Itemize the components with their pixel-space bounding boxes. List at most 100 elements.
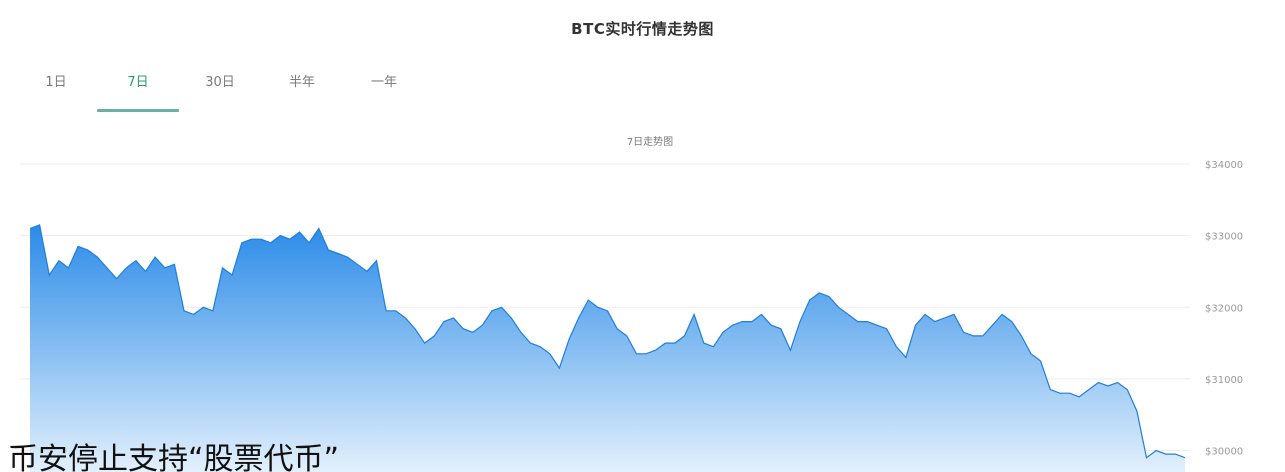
data-point bbox=[1127, 389, 1128, 390]
data-point bbox=[1156, 450, 1157, 451]
data-point bbox=[626, 335, 627, 336]
data-point bbox=[520, 332, 521, 333]
data-point bbox=[97, 257, 98, 258]
data-point bbox=[1146, 457, 1147, 458]
data-point bbox=[838, 307, 839, 308]
data-point bbox=[270, 242, 271, 243]
data-point bbox=[886, 328, 887, 329]
y-tick-label: $33000 bbox=[1205, 232, 1243, 243]
data-point bbox=[848, 314, 849, 315]
data-point bbox=[549, 353, 550, 354]
data-point bbox=[116, 278, 117, 279]
data-point bbox=[732, 325, 733, 326]
tab-1d[interactable]: 1日 bbox=[45, 75, 67, 90]
data-point bbox=[443, 321, 444, 322]
data-point bbox=[299, 231, 300, 232]
data-point bbox=[309, 242, 310, 243]
data-point bbox=[222, 267, 223, 268]
data-point bbox=[857, 321, 858, 322]
data-point bbox=[482, 325, 483, 326]
data-point bbox=[684, 335, 685, 336]
data-point bbox=[1002, 314, 1003, 315]
data-point bbox=[386, 310, 387, 311]
data-point bbox=[568, 339, 569, 340]
data-point bbox=[1165, 454, 1166, 455]
data-point bbox=[145, 271, 146, 272]
data-point bbox=[328, 249, 329, 250]
data-point bbox=[540, 346, 541, 347]
data-point bbox=[135, 260, 136, 261]
data-point bbox=[501, 307, 502, 308]
data-point bbox=[992, 325, 993, 326]
data-point bbox=[1088, 389, 1089, 390]
data-point bbox=[809, 300, 810, 301]
data-point bbox=[790, 350, 791, 351]
data-point bbox=[39, 224, 40, 225]
data-point bbox=[212, 310, 213, 311]
tab-half-year[interactable]: 半年 bbox=[288, 75, 315, 90]
tab-7d[interactable]: 7日 bbox=[97, 68, 179, 112]
data-point bbox=[771, 325, 772, 326]
data-point bbox=[106, 267, 107, 268]
y-axis-ticks: $34000 $33000 $32000 $31000 $30000 bbox=[1205, 160, 1243, 458]
data-point bbox=[722, 332, 723, 333]
data-point bbox=[1059, 393, 1060, 394]
y-tick-label: $31000 bbox=[1205, 375, 1243, 386]
data-point bbox=[424, 343, 425, 344]
data-point bbox=[174, 264, 175, 265]
data-point bbox=[925, 314, 926, 315]
price-area-fill bbox=[30, 224, 1185, 472]
data-point bbox=[193, 314, 194, 315]
data-point bbox=[645, 353, 646, 354]
data-point bbox=[1011, 321, 1012, 322]
data-point bbox=[915, 325, 916, 326]
period-tabs: 1日 7日 30日 半年 一年 bbox=[15, 68, 425, 114]
data-point bbox=[491, 310, 492, 311]
data-point bbox=[183, 310, 184, 311]
data-point bbox=[376, 260, 377, 261]
data-point bbox=[799, 321, 800, 322]
data-point bbox=[597, 307, 598, 308]
data-point bbox=[357, 264, 358, 265]
data-point bbox=[530, 343, 531, 344]
data-point bbox=[953, 314, 954, 315]
data-point bbox=[155, 257, 156, 258]
data-point bbox=[973, 335, 974, 336]
data-point bbox=[867, 321, 868, 322]
data-point bbox=[241, 242, 242, 243]
data-point bbox=[434, 335, 435, 336]
data-point bbox=[251, 239, 252, 240]
data-point bbox=[1107, 385, 1108, 386]
data-point bbox=[511, 317, 512, 318]
overlay-headline: 币安停止支持“股票代币” bbox=[8, 442, 340, 472]
data-point bbox=[395, 310, 396, 311]
data-point bbox=[1098, 382, 1099, 383]
data-point bbox=[819, 292, 820, 293]
data-point bbox=[405, 317, 406, 318]
data-point bbox=[1021, 335, 1022, 336]
data-point bbox=[828, 296, 829, 297]
data-point bbox=[934, 321, 935, 322]
data-point bbox=[260, 239, 261, 240]
tab-one-year[interactable]: 一年 bbox=[370, 75, 397, 90]
data-point bbox=[636, 353, 637, 354]
data-point bbox=[1175, 454, 1176, 455]
data-point bbox=[944, 317, 945, 318]
tab-30d[interactable]: 30日 bbox=[205, 75, 235, 90]
price-line bbox=[29, 224, 1186, 459]
data-point bbox=[694, 314, 695, 315]
data-point bbox=[751, 321, 752, 322]
data-point bbox=[1079, 396, 1080, 397]
data-point bbox=[366, 271, 367, 272]
data-point bbox=[963, 332, 964, 333]
data-point bbox=[87, 249, 88, 250]
data-point bbox=[78, 246, 79, 247]
data-point bbox=[607, 310, 608, 311]
y-tick-label: $32000 bbox=[1205, 303, 1243, 314]
data-point bbox=[674, 343, 675, 344]
data-point bbox=[713, 346, 714, 347]
data-point bbox=[472, 332, 473, 333]
